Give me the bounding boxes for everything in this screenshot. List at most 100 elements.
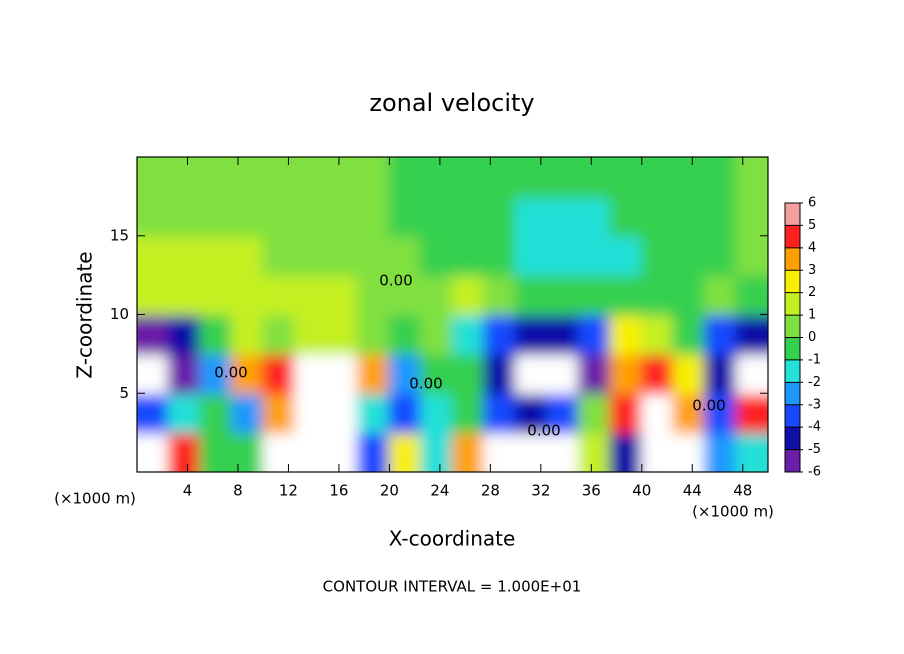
field-cell (483, 274, 517, 316)
field-cell (609, 392, 643, 434)
field-cell (137, 352, 171, 395)
field (137, 157, 768, 472)
field-cell (672, 195, 706, 237)
field-cell (137, 431, 171, 472)
field-cell (230, 274, 265, 316)
field-cell (167, 274, 202, 316)
field-cell (419, 195, 454, 237)
field-cell (419, 157, 454, 199)
field-cell (451, 431, 486, 472)
field-cell (672, 234, 706, 277)
field-cell (293, 234, 328, 277)
x-tick-label: 44 (683, 482, 702, 500)
x-tick-label: 36 (582, 482, 601, 500)
field-cell (325, 157, 359, 199)
field-cell (137, 313, 171, 355)
colorbar-band (785, 247, 800, 271)
field-cell (735, 234, 768, 277)
y-tick-label: 5 (119, 384, 129, 402)
field-cell (703, 234, 738, 277)
field-cell (577, 313, 612, 355)
field-cell (735, 195, 768, 237)
field-cell (356, 352, 391, 395)
field-cell (577, 274, 612, 316)
field-cell (546, 195, 580, 237)
colorbar-band (785, 359, 800, 383)
field-cell (609, 274, 643, 316)
field-cell (293, 195, 328, 237)
field-cell (325, 392, 359, 434)
x-tick-label: 20 (380, 482, 399, 500)
colorbar-label: 4 (808, 240, 816, 255)
field-cell (325, 195, 359, 237)
field-cell (262, 352, 296, 395)
field-cell (293, 431, 328, 472)
field-cell (735, 431, 768, 472)
colorbar-label: -3 (808, 397, 821, 412)
field-cell (546, 431, 580, 472)
field-cell (672, 392, 706, 434)
field-cell (167, 392, 202, 434)
field-cell (199, 431, 233, 472)
field-cell (167, 157, 202, 199)
field-cell (514, 157, 549, 199)
x-unit: (×1000 m) (54, 490, 136, 508)
colorbar-label: -2 (808, 375, 821, 390)
field-cell (137, 234, 171, 277)
contour-label: 0.00 (409, 375, 442, 393)
field-cell (388, 274, 422, 316)
field-cell (262, 274, 296, 316)
field-cell (514, 234, 549, 277)
field-cell (672, 352, 706, 395)
field-cell (672, 157, 706, 199)
y-tick-label: 15 (110, 226, 129, 244)
field-cell (262, 157, 296, 199)
field-cell (451, 313, 486, 355)
field-cell (609, 431, 643, 472)
field-cell (325, 313, 359, 355)
field-cell (451, 195, 486, 237)
field-cell (735, 157, 768, 199)
field-cell (546, 157, 580, 199)
field-cell (483, 313, 517, 355)
colorbar-band (785, 315, 800, 338)
y-tick-label: 10 (110, 305, 129, 323)
field-cell (577, 195, 612, 237)
field-cell (388, 234, 422, 277)
field-cell (577, 392, 612, 434)
field-cell (640, 195, 675, 237)
x-tick-label: 24 (430, 482, 449, 500)
field-cell (546, 392, 580, 434)
colorbar-label: 6 (808, 196, 816, 211)
field-cell (356, 195, 391, 237)
field-cell (640, 157, 675, 199)
field-cell (577, 234, 612, 277)
field-cell (199, 392, 233, 434)
field-cell (640, 431, 675, 472)
field-cell (514, 392, 549, 434)
field-cell (137, 392, 171, 434)
field-cell (483, 157, 517, 199)
colorbar-band (785, 449, 800, 472)
field-cell (199, 157, 233, 199)
field-cell (356, 274, 391, 316)
field-cell (735, 352, 768, 395)
field-cell (546, 274, 580, 316)
colorbar-label: 1 (808, 308, 816, 323)
field-cell (672, 313, 706, 355)
field-cell (262, 195, 296, 237)
contour-label: 0.00 (527, 422, 560, 440)
field-cell (514, 431, 549, 472)
field-cell (640, 274, 675, 316)
field-cell (640, 234, 675, 277)
field-cell (451, 234, 486, 277)
field-cell (356, 431, 391, 472)
colorbar-band (785, 225, 800, 248)
field-cell (293, 313, 328, 355)
field-cell (325, 234, 359, 277)
contour-label: 0.00 (214, 364, 247, 382)
colorbar-label: 2 (808, 285, 816, 300)
colorbar-band (785, 404, 800, 428)
colorbar-band (785, 382, 800, 405)
field-cell (703, 195, 738, 237)
